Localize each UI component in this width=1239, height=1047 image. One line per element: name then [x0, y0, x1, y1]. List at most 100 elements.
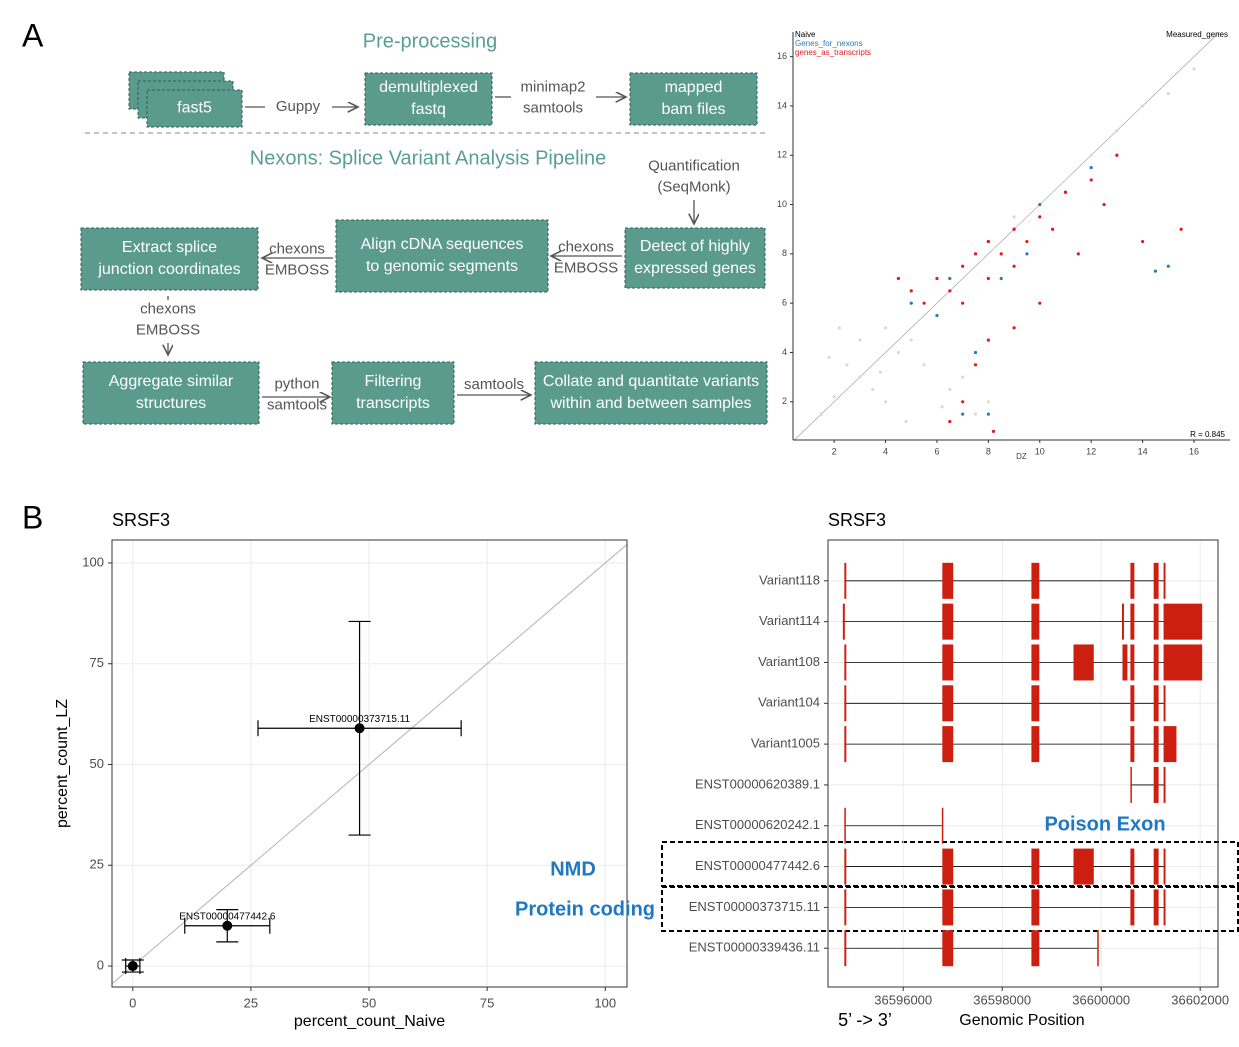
reference-line — [794, 31, 1220, 441]
panel-label: A — [22, 17, 44, 53]
point — [1089, 153, 1093, 157]
exon — [1031, 889, 1040, 926]
exon — [941, 807, 944, 844]
point — [354, 723, 365, 734]
point — [986, 412, 990, 416]
point — [878, 370, 883, 374]
point — [948, 289, 952, 293]
node — [534, 361, 768, 425]
x-tick-label: 0 — [129, 995, 136, 1010]
exon — [844, 685, 847, 722]
y-tick-label: 100 — [82, 554, 104, 569]
x-tick-label: 50 — [362, 995, 376, 1010]
point — [1153, 269, 1158, 273]
exon — [1163, 562, 1166, 599]
panel-label: B — [22, 499, 43, 535]
exon — [1153, 889, 1159, 926]
edge-label-line: Quantification — [648, 157, 740, 174]
exon — [844, 726, 847, 763]
exon — [844, 889, 847, 926]
y-tick-label: ENST00000477442.6 — [695, 858, 820, 873]
y-tick-label: ENST00000620389.1 — [695, 776, 820, 791]
edge-label-line: EMBOSS — [136, 321, 200, 338]
exon — [1153, 562, 1159, 599]
exon — [942, 726, 954, 763]
exon — [1153, 726, 1159, 763]
point — [904, 419, 908, 424]
y-tick-label: 12 — [777, 150, 787, 160]
exon — [1073, 848, 1094, 885]
point — [1076, 252, 1080, 256]
exon — [1031, 562, 1040, 599]
edge-label-line: chexons — [558, 238, 614, 255]
exon — [1163, 644, 1203, 681]
point — [896, 350, 900, 355]
point — [1141, 239, 1145, 244]
exon — [1031, 685, 1040, 722]
point — [1051, 227, 1055, 231]
edge-label-line: chexons — [269, 240, 325, 257]
node — [364, 72, 493, 126]
node-label-line: to genomic segments — [366, 258, 518, 275]
point — [973, 363, 978, 367]
edge-label: samtools — [464, 376, 524, 393]
exon — [1130, 685, 1135, 722]
node-label-line: Collate and quantitate variants — [543, 373, 759, 390]
node-label: Detect of highly expressed genes — [634, 238, 756, 277]
y-tick-label: 0 — [97, 957, 104, 972]
y-tick-label: Variant1005 — [751, 736, 820, 751]
annotation: R = 0.845 — [1190, 430, 1225, 439]
point — [883, 326, 888, 330]
point — [986, 400, 990, 404]
x-tick-label: 25 — [244, 995, 258, 1010]
exon — [1163, 603, 1203, 640]
point — [948, 276, 952, 281]
exon — [1153, 848, 1159, 885]
point — [935, 276, 939, 281]
y-tick-label: Variant108 — [758, 654, 820, 669]
point — [991, 429, 996, 433]
x-tick-label: 2 — [832, 446, 837, 456]
node-label: Extract splice junction coordinates — [97, 239, 240, 278]
annotation: Poison Exon — [1044, 813, 1165, 835]
point — [961, 412, 965, 416]
exon — [942, 930, 954, 967]
x-axis-label: DZ — [1016, 452, 1027, 461]
point — [858, 375, 862, 379]
edge-label: chexons EMBOSS — [265, 240, 329, 278]
x-tick-label: 36596000 — [874, 992, 932, 1007]
node — [80, 227, 259, 291]
exon — [942, 603, 954, 640]
exon — [1130, 766, 1132, 803]
exon — [1130, 889, 1135, 926]
exon — [1130, 848, 1135, 885]
node-label-line: demultiplexed — [379, 79, 478, 96]
edge-label: minimap2 samtools — [520, 78, 585, 116]
point — [1063, 190, 1068, 194]
y-axis-label: percent_count_LZ — [54, 699, 71, 828]
node — [335, 219, 549, 293]
x-axis-label: percent_count_Naive — [294, 1013, 445, 1030]
node-label-line: fast5 — [177, 100, 212, 117]
point — [896, 276, 900, 281]
point — [986, 239, 990, 244]
point — [837, 326, 841, 330]
node — [331, 361, 455, 425]
x-tick-label: 4 — [883, 446, 888, 456]
y-tick-label: 8 — [782, 248, 787, 258]
x-tick-label: 14 — [1138, 446, 1148, 456]
node-label-line: structures — [136, 395, 206, 412]
node-label: demultiplexed fastq — [379, 79, 478, 118]
edge-label: chexons EMBOSS — [554, 238, 618, 276]
node-label-line: Align cDNA sequences — [361, 236, 524, 253]
point — [1038, 215, 1042, 219]
exon — [1031, 726, 1040, 763]
node-label-line: Filtering — [365, 373, 422, 390]
point — [1038, 202, 1042, 207]
point — [832, 395, 836, 399]
edge-label-line: python — [274, 375, 319, 392]
exon — [1130, 562, 1135, 599]
point — [986, 338, 990, 342]
exon — [844, 644, 847, 681]
point — [222, 920, 233, 931]
